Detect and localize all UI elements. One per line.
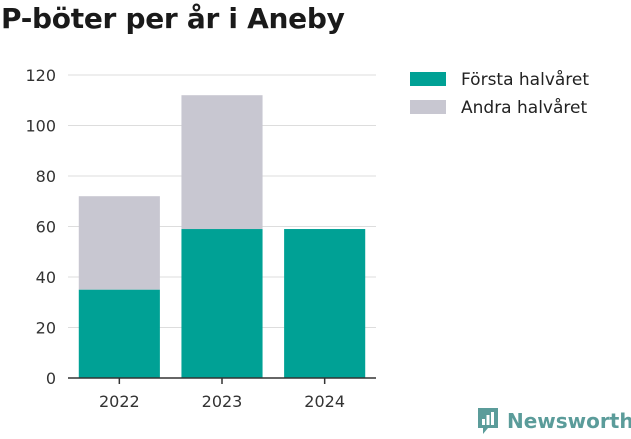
legend-label: Andra halvåret bbox=[461, 97, 587, 118]
bar-segment bbox=[284, 229, 366, 378]
y-tick-label: 80 bbox=[36, 167, 56, 186]
newsworthy-logo: Newsworthy bbox=[476, 406, 631, 436]
newsworthy-icon bbox=[478, 408, 498, 434]
x-tick-label: 2024 bbox=[304, 392, 345, 411]
legend-swatch bbox=[410, 100, 446, 114]
legend-swatch bbox=[410, 72, 446, 86]
bar-segment bbox=[78, 289, 160, 378]
chart-title: P-böter per år i Aneby bbox=[1, 2, 345, 35]
bars bbox=[78, 95, 366, 378]
bar-segment bbox=[181, 229, 263, 378]
legend-label: Första halvåret bbox=[461, 69, 589, 90]
y-tick-label: 60 bbox=[36, 218, 56, 237]
y-tick-label: 120 bbox=[25, 66, 56, 85]
y-tick-label: 100 bbox=[25, 117, 56, 136]
legend: Första halvåret Andra halvåret bbox=[410, 69, 589, 118]
y-tick-label: 40 bbox=[36, 268, 56, 287]
x-tick-label: 2023 bbox=[202, 392, 243, 411]
x-axis-ticks: 2022 2023 2024 bbox=[99, 378, 345, 411]
x-tick-label: 2022 bbox=[99, 392, 140, 411]
bar-segment bbox=[181, 95, 263, 230]
y-tick-label: 0 bbox=[46, 369, 56, 388]
y-axis-ticks: 0 20 40 60 80 100 120 bbox=[25, 66, 56, 388]
bar-segment bbox=[78, 196, 160, 290]
brand-name: Newsworthy bbox=[507, 409, 631, 433]
y-tick-label: 20 bbox=[36, 319, 56, 338]
